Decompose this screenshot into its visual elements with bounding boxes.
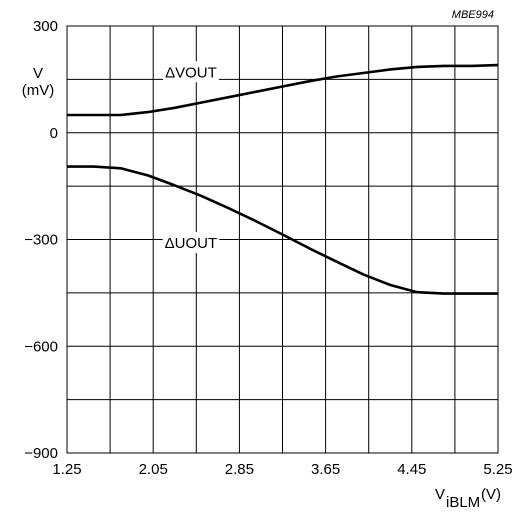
series-label-bg	[162, 232, 220, 254]
x-tick-label: 1.25	[52, 461, 81, 478]
x-tick-label: 2.85	[225, 461, 254, 478]
x-axis-unit: (V)	[481, 486, 501, 503]
x-tick-label: 5.25	[483, 461, 512, 478]
x-tick-label: 3.65	[311, 461, 340, 478]
y-tick-label: 300	[33, 18, 58, 35]
x-axis-label-subscript: iBLM	[446, 494, 480, 511]
x-tick-labels: 1.25 2.05 2.85 3.65 4.45 5.25	[52, 461, 512, 478]
x-tick-label: 2.05	[139, 461, 168, 478]
series-lines: ΔVOUT ΔUOUT	[67, 61, 499, 295]
series-line-0	[67, 63, 499, 117]
plot-frame	[66, 25, 499, 454]
x-axis-label: V iBLM (V)	[435, 486, 501, 511]
series-label-bg	[163, 61, 219, 83]
x-tick-label: 4.45	[397, 461, 426, 478]
y-tick-label: −900	[24, 445, 58, 462]
grid	[67, 26, 498, 453]
series-label-1: ΔUOUT	[165, 235, 218, 252]
y-tick-labels: 300 0 −300 −600 −900	[24, 18, 58, 462]
series-label-0: ΔVOUT	[165, 64, 217, 81]
y-axis-label: V	[33, 65, 43, 82]
y-axis-unit: (mV)	[22, 82, 55, 99]
figure-id: MBE994	[452, 9, 494, 21]
y-tick-label: −600	[24, 338, 58, 355]
x-axis-label-main: V	[435, 486, 445, 503]
y-tick-label: 0	[50, 125, 58, 142]
y-tick-label: −300	[24, 232, 58, 249]
series-line-1	[67, 165, 498, 295]
